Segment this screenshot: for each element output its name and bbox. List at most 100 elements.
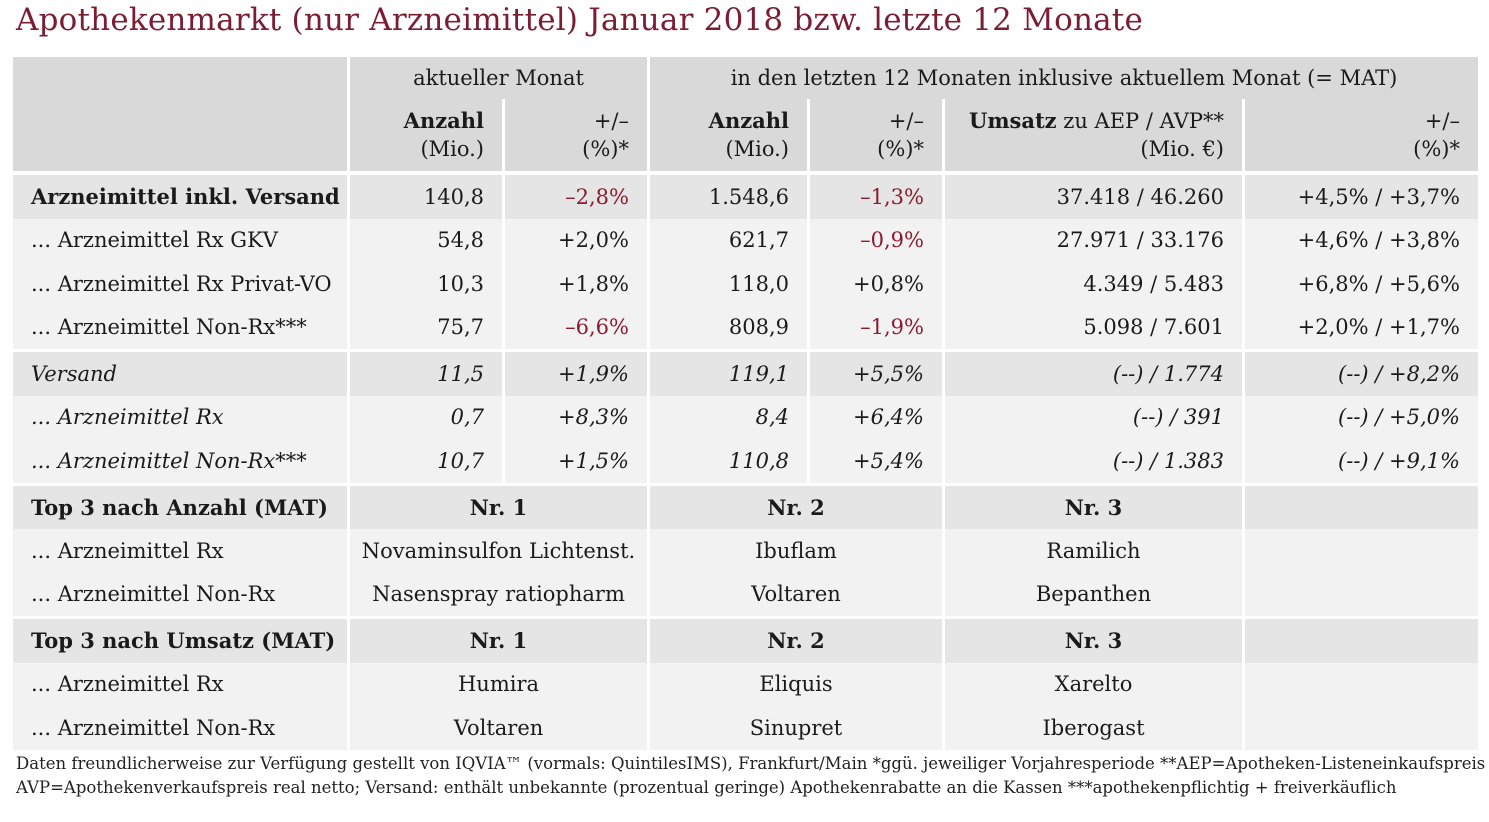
row-label: ... Arzneimittel Non-Rx***	[13, 305, 350, 349]
table-row: Versand 11,5 +1,9% 119,1 +5,5% (--) / 1.…	[13, 349, 1478, 396]
cm-anzahl: 10,3	[350, 262, 505, 306]
row-label: ... Arzneimittel Non-Rx***	[13, 439, 350, 483]
mat-anzahl: 110,8	[650, 439, 810, 483]
header-mat-anzahl: Anzahl (Mio.)	[650, 99, 810, 171]
table-row: ... Arzneimittel Rx 0,7 +8,3% 8,4 +6,4% …	[13, 395, 1478, 439]
header-blank-2	[13, 99, 350, 171]
table-header-groups: aktueller Monat in den letzten 12 Monate…	[13, 57, 1478, 99]
umsatz: 37.418 / 46.260	[945, 175, 1245, 219]
umsatz-change: (--) / +9,1%	[1338, 448, 1460, 473]
product-rank-2: Ibuflam	[650, 529, 945, 573]
cm-change: +1,5%	[505, 439, 650, 483]
footnote-line-2: AVP=Apothekenverkaufspreis real netto; V…	[16, 778, 1397, 797]
table-row: ... Arzneimittel Rx GKV 54,8 +2,0% 621,7…	[13, 218, 1478, 262]
row-label: ... Arzneimittel Rx	[13, 529, 350, 573]
top-anzahl-header: Top 3 nach Anzahl (MAT) Nr. 1 Nr. 2 Nr. …	[13, 482, 1478, 529]
mat-anzahl: 808,9	[650, 305, 810, 349]
blank-cell	[1245, 706, 1478, 750]
rank-3-header: Nr. 3	[945, 485, 1245, 529]
blank-cell	[1245, 529, 1478, 573]
product-rank-1: Novaminsulfon Lichtenst.	[350, 529, 650, 573]
product-rank-2: Eliquis	[650, 662, 945, 706]
umsatz-change: +6,8% / +5,6%	[1297, 271, 1460, 296]
product-rank-2: Sinupret	[650, 706, 945, 750]
umsatz: 4.349 / 5.483	[945, 262, 1245, 306]
row-label: ... Arzneimittel Non-Rx	[13, 706, 350, 750]
umsatz: (--) / 1.383	[945, 439, 1245, 483]
cm-change: –2,8%	[505, 175, 650, 219]
page-title: Apothekenmarkt (nur Arzneimittel) Januar…	[16, 2, 1143, 38]
footnote-line-1: Daten freundlicherweise zur Verfügung ge…	[16, 754, 1489, 773]
product-rank-2: Voltaren	[650, 572, 945, 616]
cm-change: –6,6%	[505, 305, 650, 349]
umsatz: (--) / 1.774	[945, 352, 1245, 396]
umsatz-change: (--) / +5,0%	[1338, 405, 1460, 430]
header-current-month: aktueller Monat	[350, 57, 650, 99]
cm-change: +2,0%	[505, 218, 650, 262]
product-rank-3: Ramilich	[945, 529, 1245, 573]
product-rank-1: Voltaren	[350, 706, 650, 750]
umsatz-change: +4,5% / +3,7%	[1297, 184, 1460, 209]
cm-change: +8,3%	[505, 395, 650, 439]
cm-change: +1,9%	[505, 352, 650, 396]
umsatz: 5.098 / 7.601	[945, 305, 1245, 349]
header-cm-anzahl: Anzahl (Mio.)	[350, 99, 505, 171]
rank-2-header: Nr. 2	[650, 485, 945, 529]
row-label: Versand	[13, 352, 350, 396]
blank-cell	[1245, 573, 1478, 617]
cm-anzahl: 75,7	[350, 305, 505, 349]
header-umsatz-change: +/– (%)*	[1413, 109, 1460, 161]
mat-anzahl: 1.548,6	[650, 175, 810, 219]
cm-change: +1,8%	[505, 262, 650, 306]
umsatz-change: +4,6% / +3,8%	[1297, 228, 1460, 253]
cm-anzahl: 140,8	[350, 175, 505, 219]
umsatz: (--) / 391	[945, 395, 1245, 439]
rank-1-header: Nr. 1	[350, 619, 650, 663]
table-row: ... Arzneimittel Non-Rx Voltaren Sinupre…	[13, 706, 1478, 750]
top-umsatz-header: Top 3 nach Umsatz (MAT) Nr. 1 Nr. 2 Nr. …	[13, 616, 1478, 663]
mat-change: +6,4%	[810, 395, 945, 439]
table-header-columns: Anzahl (Mio.) +/– (%)* Anzahl (Mio.) +/–…	[13, 99, 1478, 171]
row-label: ... Arzneimittel Rx	[13, 395, 350, 439]
umsatz-change: +2,0% / +1,7%	[1297, 315, 1460, 340]
table-row: ... Arzneimittel Rx Humira Eliquis Xarel…	[13, 662, 1478, 707]
cm-anzahl: 54,8	[350, 218, 505, 262]
table-row: ... Arzneimittel Non-Rx*** 75,7 –6,6% 80…	[13, 305, 1478, 349]
table-row: ... Arzneimittel Rx Privat-VO 10,3 +1,8%…	[13, 262, 1478, 306]
umsatz: 27.971 / 33.176	[945, 218, 1245, 262]
mat-anzahl: 119,1	[650, 352, 810, 396]
cm-anzahl: 10,7	[350, 439, 505, 483]
mat-anzahl: 118,0	[650, 262, 810, 306]
table-row: ... Arzneimittel Rx Novaminsulfon Lichte…	[13, 529, 1478, 573]
section-label: Top 3 nach Umsatz (MAT)	[13, 619, 350, 663]
header-mat: in den letzten 12 Monaten inklusive aktu…	[730, 66, 1398, 90]
header-mat-change: +/– (%)*	[810, 99, 945, 171]
row-label: ... Arzneimittel Rx Privat-VO	[13, 262, 350, 306]
mat-anzahl: 8,4	[650, 395, 810, 439]
product-rank-3: Iberogast	[945, 706, 1245, 750]
product-rank-3: Xarelto	[945, 662, 1245, 706]
row-label: Arzneimittel inkl. Versand	[13, 175, 350, 219]
mat-change: –1,9%	[810, 305, 945, 349]
umsatz-change: (--) / +8,2%	[1338, 361, 1460, 386]
table-row: Arzneimittel inkl. Versand 140,8 –2,8% 1…	[13, 175, 1478, 219]
header-umsatz: Umsatz zu AEP / AVP** (Mio. €)	[945, 99, 1245, 171]
mat-anzahl: 621,7	[650, 218, 810, 262]
product-rank-1: Humira	[350, 662, 650, 706]
blank-cell	[1245, 663, 1478, 707]
rank-3-header: Nr. 3	[945, 619, 1245, 663]
mat-change: +0,8%	[810, 262, 945, 306]
mat-change: –0,9%	[810, 218, 945, 262]
table-row: ... Arzneimittel Non-Rx*** 10,7 +1,5% 11…	[13, 439, 1478, 483]
rank-2-header: Nr. 2	[650, 619, 945, 663]
mat-change: –1,3%	[810, 175, 945, 219]
header-cm-change: +/– (%)*	[505, 99, 650, 171]
footnote: Daten freundlicherweise zur Verfügung ge…	[16, 752, 1489, 800]
blank-cell	[1245, 619, 1478, 663]
cm-anzahl: 0,7	[350, 395, 505, 439]
cm-anzahl: 11,5	[350, 352, 505, 396]
row-label: ... Arzneimittel Rx GKV	[13, 218, 350, 262]
row-label: ... Arzneimittel Non-Rx	[13, 572, 350, 616]
mat-change: +5,5%	[810, 352, 945, 396]
product-rank-3: Bepanthen	[945, 572, 1245, 616]
